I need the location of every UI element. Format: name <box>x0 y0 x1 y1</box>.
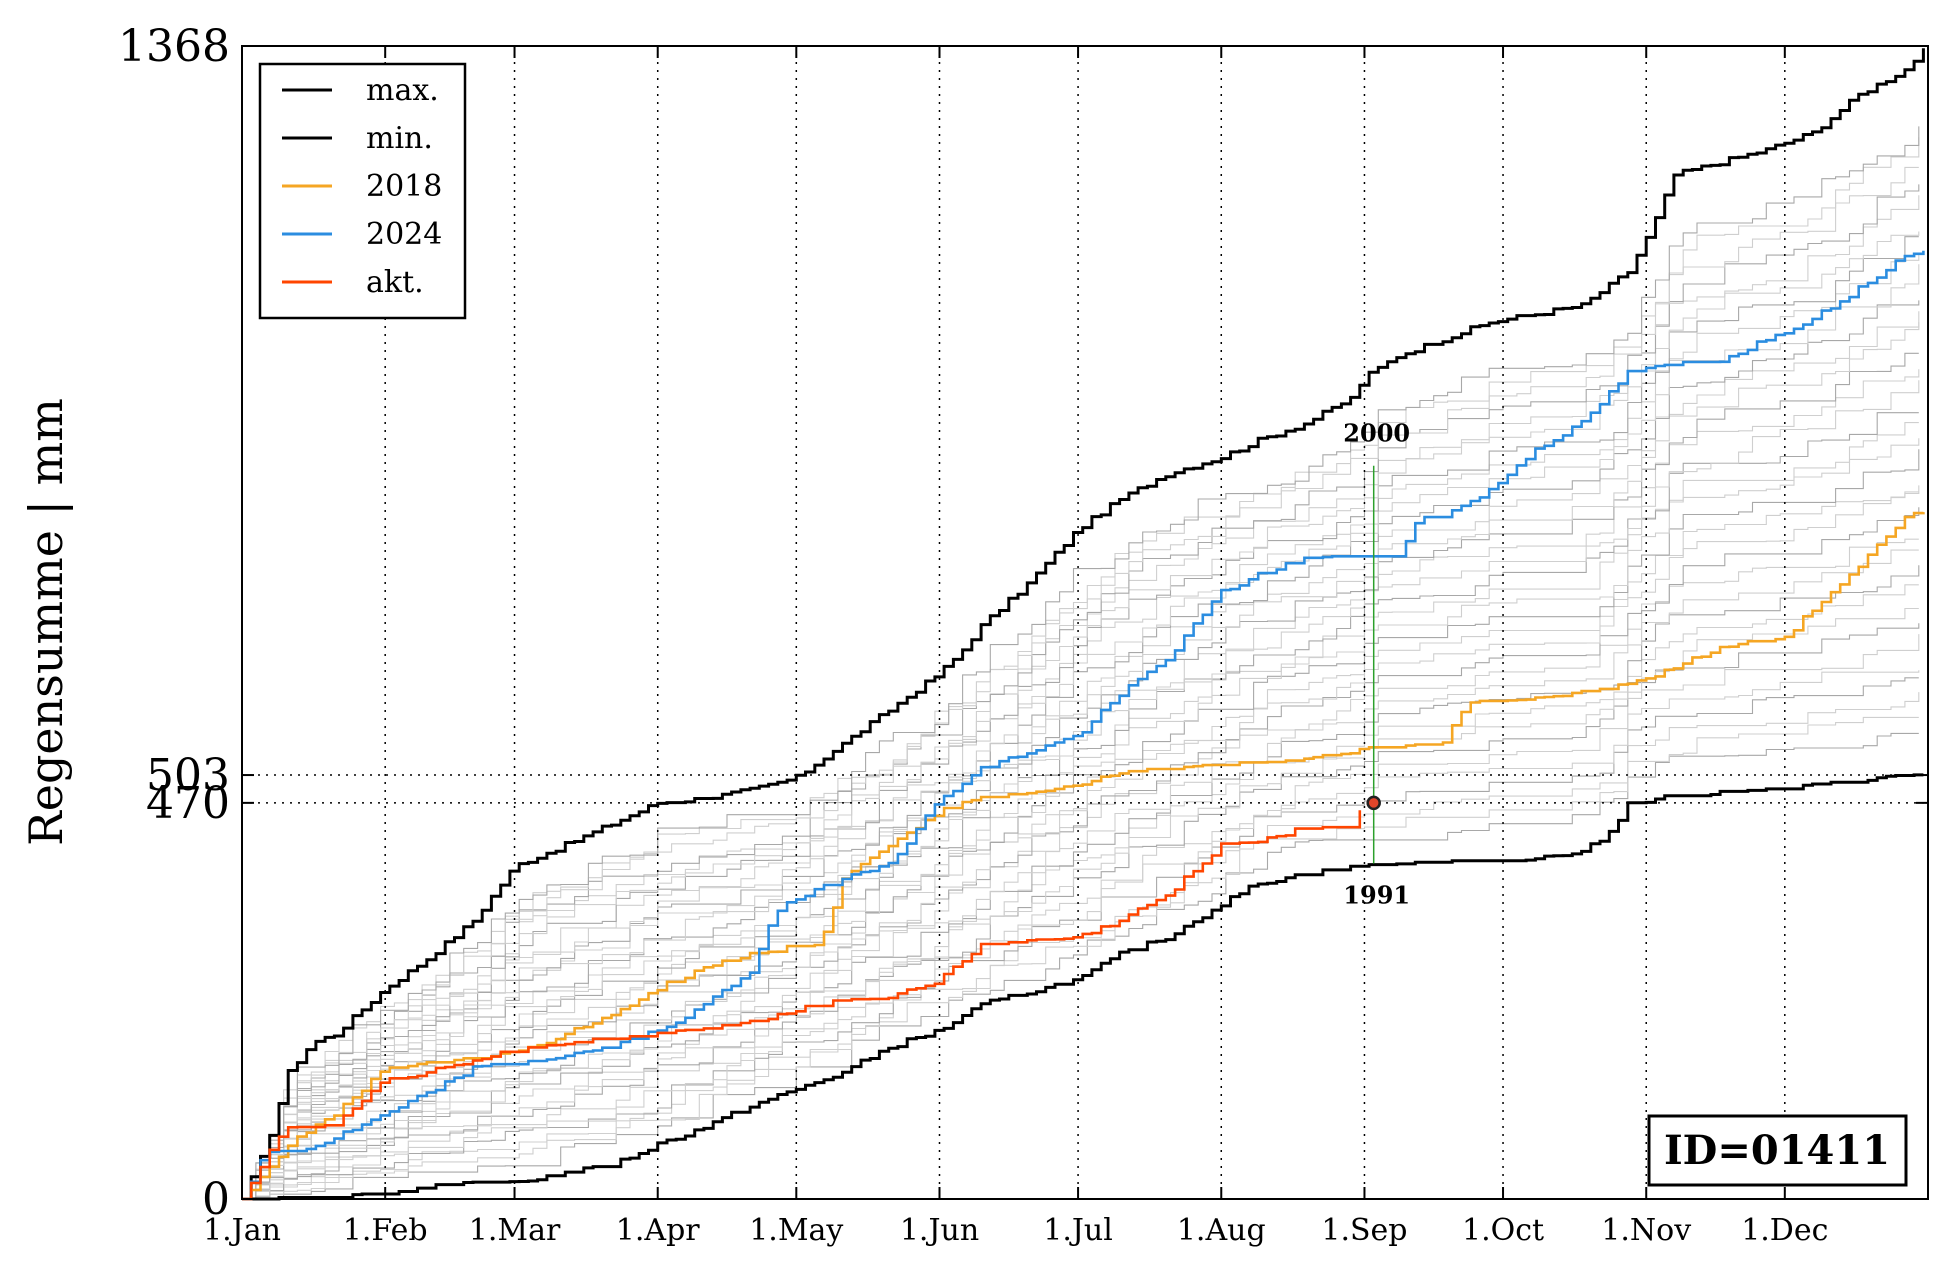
x-tick-label: 1.Nov <box>1601 1213 1691 1248</box>
series-line-max <box>242 48 1925 1201</box>
annotation-layer: 2000 1991 <box>1343 419 1410 910</box>
y-tick-label: 0 <box>202 1174 230 1225</box>
legend-box <box>258 62 467 320</box>
historical-year-line <box>242 380 1920 1200</box>
station-id-box: ID=01411 <box>1647 1114 1908 1187</box>
historical-year-line <box>242 623 1920 1200</box>
x-tick-label: 1.May <box>749 1213 843 1248</box>
x-tick-label: 1.Sep <box>1321 1213 1407 1248</box>
historical-year-line <box>242 491 1919 1200</box>
historical-year-line <box>242 485 1920 1200</box>
historical-year-line <box>242 607 1919 1200</box>
legend-label: 2024 <box>366 217 442 252</box>
historical-year-line <box>242 716 1919 1200</box>
x-tick-label: 1.Jan <box>203 1213 281 1248</box>
legend-label: min. <box>366 121 433 156</box>
historical-year-line <box>242 253 1920 1200</box>
x-tick-label: 1.Jul <box>1043 1213 1113 1248</box>
historical-year-line <box>242 352 1919 1200</box>
y-tick-label: 503 <box>146 750 230 801</box>
y-tick-label: 1368 <box>118 21 230 72</box>
historical-year-line <box>242 670 1920 1200</box>
historical-year-line <box>242 236 1919 1200</box>
legend-label: 2018 <box>366 169 442 204</box>
legend-label: akt. <box>366 265 424 300</box>
historical-year-line <box>242 166 1919 1200</box>
historical-year-line <box>242 184 1920 1200</box>
series-line-min <box>242 773 1924 1201</box>
x-tick-label: 1.Feb <box>343 1213 428 1248</box>
legend: max. min. 2018 2024 akt. <box>258 62 467 320</box>
series-line-2024 <box>242 250 1925 1201</box>
historical-year-line <box>242 438 1920 1200</box>
historical-year-line <box>242 449 1920 1200</box>
historical-year-line <box>242 507 1920 1200</box>
y-axis-label: Regensumme | mm <box>19 398 73 846</box>
id-box-frame <box>1647 1114 1908 1187</box>
series-line-akt <box>242 810 1362 1201</box>
historical-year-line <box>242 322 1920 1200</box>
historical-year-line <box>242 195 1920 1200</box>
series-layer <box>242 48 1925 1201</box>
x-tick-label: 1.Apr <box>616 1213 700 1248</box>
historical-year-line <box>242 311 1920 1200</box>
historical-year-line <box>242 634 1920 1200</box>
historical-year-line <box>242 422 1919 1200</box>
x-tick-label: 1.Mar <box>469 1213 561 1248</box>
historical-year-line <box>242 369 1920 1200</box>
min-year-label: 1991 <box>1343 881 1410 910</box>
current-value-marker <box>1366 795 1381 811</box>
historical-year-line <box>242 692 1920 1200</box>
historical-year-line <box>242 137 1920 1200</box>
historical-year-line <box>242 412 1919 1200</box>
id-box-label: ID=01411 <box>1664 1127 1890 1174</box>
plot-frame <box>241 45 1929 1200</box>
y-tick-label: 470 <box>146 778 230 829</box>
historical-year-line <box>242 126 1920 1200</box>
x-tick-label: 1.Jun <box>900 1213 979 1248</box>
historical-years-layer <box>242 126 1920 1200</box>
legend-label: max. <box>366 73 439 108</box>
historical-year-line <box>242 231 1920 1200</box>
historical-year-line <box>242 584 1919 1200</box>
max-year-label: 2000 <box>1343 419 1410 448</box>
grid-layer <box>242 46 1928 1199</box>
x-tick-label: 1.Aug <box>1177 1213 1266 1248</box>
x-tick-label: 1.Dec <box>1741 1213 1828 1248</box>
x-tick-label: 1.Oct <box>1462 1213 1544 1248</box>
